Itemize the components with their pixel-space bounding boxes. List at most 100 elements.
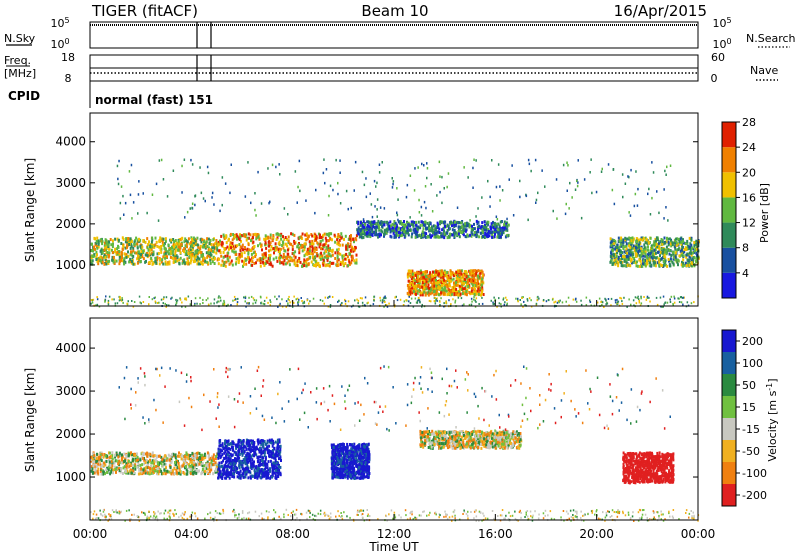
data-cell	[284, 262, 287, 266]
data-cell	[448, 299, 450, 302]
data-cell	[105, 247, 108, 250]
data-cell	[178, 242, 181, 246]
data-cell	[572, 298, 575, 301]
data-cell	[334, 257, 337, 260]
data-cell	[244, 235, 247, 239]
data-cell	[358, 235, 361, 239]
data-cell	[163, 243, 166, 247]
data-cell	[294, 170, 297, 173]
data-cell	[191, 252, 194, 256]
data-cell	[351, 254, 354, 258]
data-cell	[174, 256, 177, 260]
data-cell	[336, 264, 339, 268]
data-cell	[631, 236, 634, 240]
data-cell	[90, 302, 92, 305]
data-cell	[229, 191, 231, 195]
data-cell	[544, 185, 546, 188]
data-cell	[348, 245, 351, 249]
data-cell	[184, 237, 187, 241]
data-cell	[378, 227, 381, 231]
data-cell	[657, 250, 660, 254]
data-cell	[161, 243, 164, 247]
data-cell	[690, 238, 693, 242]
data-cell	[324, 296, 327, 299]
data-cell	[301, 244, 304, 247]
data-cell	[536, 299, 538, 302]
data-cell	[413, 273, 416, 277]
data-cell	[116, 251, 119, 254]
date-label: 16/Apr/2015	[614, 2, 707, 20]
data-cell	[131, 300, 133, 302]
data-cell	[161, 458, 164, 462]
data-cell	[439, 220, 442, 224]
data-cell	[378, 232, 381, 236]
data-cell	[450, 292, 453, 296]
data-cell	[657, 257, 660, 261]
data-cell	[310, 260, 313, 264]
data-cell	[293, 301, 295, 304]
data-cell	[224, 182, 227, 185]
data-cell	[271, 264, 274, 268]
data-cell	[185, 261, 188, 265]
data-cell	[658, 260, 661, 264]
data-cell	[148, 253, 151, 257]
data-cell	[474, 299, 476, 302]
data-cell	[151, 238, 154, 242]
data-cell	[412, 290, 415, 293]
data-cell	[255, 253, 257, 257]
data-cell	[443, 271, 446, 275]
data-cell	[117, 245, 120, 249]
data-cell	[201, 461, 204, 465]
data-cell	[381, 224, 384, 228]
data-cell	[429, 227, 431, 231]
data-cell	[649, 236, 652, 240]
data-cell	[313, 264, 316, 267]
data-cell	[125, 455, 128, 459]
data-cell	[162, 472, 165, 476]
data-cell	[641, 264, 644, 268]
data-cell	[206, 165, 209, 169]
data-cell	[117, 455, 120, 459]
data-cell	[648, 241, 651, 244]
data-cell	[437, 285, 440, 289]
data-cell	[219, 296, 222, 299]
data-cell	[118, 250, 121, 253]
data-cell	[439, 300, 441, 303]
data-cell	[189, 472, 192, 476]
data-cell	[110, 243, 113, 247]
data-cell	[333, 233, 336, 237]
data-cell	[410, 235, 413, 239]
data-cell	[616, 260, 619, 264]
data-cell	[328, 232, 331, 236]
data-cell	[287, 241, 290, 244]
data-cell	[477, 276, 480, 280]
data-cell	[505, 227, 508, 231]
data-cell	[457, 296, 460, 299]
data-cell	[216, 246, 219, 250]
data-cell	[675, 241, 678, 245]
data-cell	[90, 242, 93, 246]
data-cell	[104, 258, 107, 262]
data-cell	[129, 252, 132, 256]
data-cell	[163, 296, 165, 299]
data-cell	[484, 228, 487, 232]
data-cell	[190, 248, 192, 252]
data-cell	[248, 260, 251, 264]
data-cell	[219, 209, 221, 213]
data-cell	[443, 291, 446, 295]
data-cell	[577, 159, 579, 162]
data-cell	[337, 251, 340, 255]
data-cell	[237, 236, 240, 240]
data-cell	[132, 246, 135, 250]
data-cell	[151, 243, 154, 247]
data-cell	[162, 178, 165, 181]
data-cell	[419, 223, 422, 227]
data-cell	[176, 259, 179, 263]
data-cell	[453, 232, 456, 236]
data-cell	[363, 225, 366, 229]
data-cell	[424, 291, 427, 295]
data-cell	[493, 229, 496, 233]
data-cell	[407, 279, 410, 283]
data-cell	[416, 271, 419, 275]
data-cell	[166, 250, 169, 254]
